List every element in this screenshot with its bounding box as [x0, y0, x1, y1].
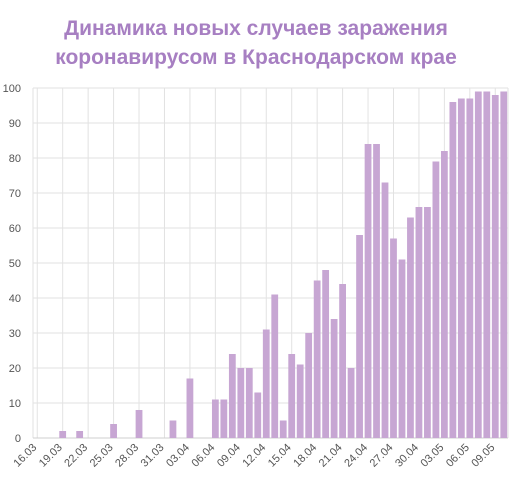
- bar: [415, 207, 423, 438]
- x-tick-label: 03.05: [419, 442, 447, 470]
- y-tick-label: 70: [9, 188, 21, 200]
- bar: [457, 98, 465, 438]
- bar: [313, 280, 321, 438]
- bars: [59, 91, 508, 438]
- x-tick-label: 19.03: [37, 442, 65, 470]
- bar: [322, 270, 330, 438]
- bar: [245, 368, 253, 438]
- bar: [339, 284, 346, 438]
- chart-title-line-2: коронавирусом в Краснодарском крае: [55, 46, 457, 69]
- x-tick-label: 25.03: [88, 442, 116, 470]
- bar: [237, 368, 245, 438]
- y-tick-label: 100: [3, 83, 21, 95]
- chart-title-line-1: Динамика новых случаев заражения: [64, 17, 448, 40]
- bar: [305, 333, 313, 438]
- bar: [271, 294, 279, 438]
- x-tick-label: 06.05: [444, 442, 472, 470]
- y-tick-label: 0: [15, 433, 21, 445]
- x-tick-label: 24.04: [342, 442, 370, 470]
- bar: [347, 368, 355, 438]
- bar: [76, 431, 84, 438]
- bar: [407, 217, 414, 438]
- chart-title: Динамика новых случаев заражения коронав…: [0, 14, 512, 72]
- x-tick-label: 09.05: [469, 442, 497, 470]
- x-tick-label: 22.03: [62, 442, 90, 470]
- bar: [440, 151, 448, 438]
- y-tick-label: 60: [9, 223, 21, 235]
- x-tick-label: 31.03: [139, 442, 167, 470]
- bar: [330, 319, 338, 438]
- y-tick-label: 10: [9, 398, 21, 410]
- bar: [483, 91, 491, 438]
- y-tick-label: 20: [9, 363, 21, 375]
- bar: [491, 95, 499, 438]
- bar: [279, 420, 287, 438]
- bar: [169, 420, 177, 438]
- x-tick-label: 15.04: [266, 442, 294, 470]
- bar: [373, 144, 380, 438]
- bar: [59, 431, 67, 438]
- x-tick-label: 16.03: [11, 442, 39, 470]
- bar: [449, 102, 457, 438]
- bar: [110, 424, 117, 438]
- y-tick-label: 50: [9, 258, 21, 270]
- y-tick-label: 90: [9, 118, 21, 130]
- bar: [466, 98, 474, 438]
- x-tick-label: 18.04: [291, 442, 319, 470]
- bar: [398, 259, 406, 438]
- y-tick-label: 80: [9, 153, 21, 165]
- bar: [356, 235, 363, 438]
- x-tick-label: 03.04: [164, 442, 192, 470]
- bar: [500, 91, 508, 438]
- bar: [220, 399, 228, 438]
- bar: [296, 364, 304, 438]
- x-tick-label: 28.03: [113, 442, 141, 470]
- bar: [228, 354, 236, 438]
- bar: [364, 144, 372, 438]
- x-tick-label: 30.04: [393, 442, 421, 470]
- bar: [424, 207, 431, 438]
- x-tick-label: 27.04: [368, 442, 396, 470]
- x-tick-label: 09.04: [215, 442, 243, 470]
- bar: [211, 399, 219, 438]
- bar: [135, 410, 143, 438]
- x-tick-label: 06.04: [190, 442, 218, 470]
- bar: [288, 354, 296, 438]
- bar: [262, 329, 270, 438]
- bar: [254, 392, 262, 438]
- x-axis-ticks: 16.0319.0322.0325.0328.0331.0303.0406.04…: [11, 442, 497, 470]
- bar: [186, 378, 194, 438]
- y-tick-label: 30: [9, 328, 21, 340]
- x-tick-label: 21.04: [317, 442, 345, 470]
- bar: [432, 161, 440, 438]
- bar: [390, 238, 397, 438]
- y-axis-ticks: 0 10 20 30 40 50 60 70 80 90 100: [3, 83, 21, 445]
- y-tick-label: 40: [9, 293, 21, 305]
- x-tick-label: 12.04: [240, 442, 268, 470]
- bar: [474, 91, 482, 438]
- bar: [381, 182, 389, 438]
